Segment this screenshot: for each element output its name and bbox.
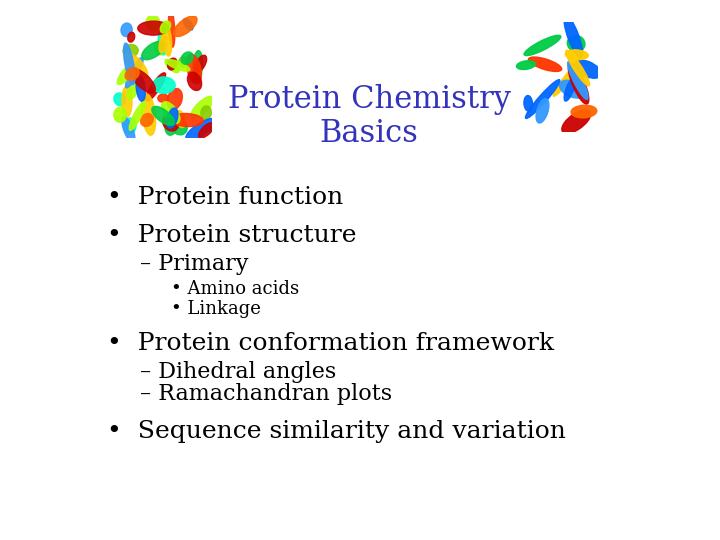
Ellipse shape <box>167 89 182 110</box>
Ellipse shape <box>536 99 549 123</box>
Ellipse shape <box>562 110 590 133</box>
Ellipse shape <box>199 123 215 138</box>
Ellipse shape <box>161 102 180 123</box>
Ellipse shape <box>127 32 135 42</box>
Ellipse shape <box>136 75 145 102</box>
Ellipse shape <box>168 58 177 70</box>
Ellipse shape <box>553 60 582 96</box>
Text: •  Protein conformation framework: • Protein conformation framework <box>107 332 554 355</box>
Ellipse shape <box>159 35 166 52</box>
Ellipse shape <box>158 94 168 102</box>
Ellipse shape <box>565 50 588 60</box>
Ellipse shape <box>526 79 560 118</box>
Ellipse shape <box>174 16 197 37</box>
Ellipse shape <box>163 114 179 131</box>
Ellipse shape <box>571 105 597 118</box>
Ellipse shape <box>168 10 175 47</box>
Ellipse shape <box>524 96 533 111</box>
Ellipse shape <box>117 65 134 84</box>
Ellipse shape <box>131 69 156 93</box>
Ellipse shape <box>127 72 143 99</box>
Ellipse shape <box>114 93 125 106</box>
Ellipse shape <box>124 53 148 78</box>
Ellipse shape <box>125 57 143 88</box>
Ellipse shape <box>123 118 136 134</box>
Text: – Ramachandran plots: – Ramachandran plots <box>140 383 392 405</box>
Ellipse shape <box>201 106 212 119</box>
Ellipse shape <box>193 51 202 80</box>
Ellipse shape <box>146 73 166 101</box>
Ellipse shape <box>564 77 575 101</box>
Ellipse shape <box>122 86 132 117</box>
Ellipse shape <box>153 77 175 93</box>
Ellipse shape <box>138 21 169 35</box>
Ellipse shape <box>524 35 561 56</box>
Ellipse shape <box>191 96 214 118</box>
Ellipse shape <box>129 102 145 130</box>
Ellipse shape <box>171 113 203 126</box>
Ellipse shape <box>123 44 138 57</box>
Ellipse shape <box>171 118 187 135</box>
Ellipse shape <box>114 107 126 122</box>
Ellipse shape <box>566 50 590 86</box>
Ellipse shape <box>567 36 585 52</box>
Text: •  Protein structure: • Protein structure <box>107 224 356 247</box>
Ellipse shape <box>162 22 171 56</box>
Text: – Primary: – Primary <box>140 253 248 275</box>
Ellipse shape <box>165 117 177 135</box>
Ellipse shape <box>161 21 171 33</box>
Ellipse shape <box>165 59 179 73</box>
Ellipse shape <box>528 57 562 71</box>
Ellipse shape <box>568 63 589 104</box>
Ellipse shape <box>179 57 187 68</box>
Ellipse shape <box>186 54 202 84</box>
Text: •  Protein function: • Protein function <box>107 186 343 210</box>
Ellipse shape <box>146 15 160 31</box>
Ellipse shape <box>155 40 167 55</box>
Ellipse shape <box>186 118 216 140</box>
Ellipse shape <box>140 113 153 126</box>
Ellipse shape <box>575 60 601 78</box>
Text: • Linkage: • Linkage <box>171 300 261 318</box>
Text: Protein Chemistry
Basics: Protein Chemistry Basics <box>228 84 510 149</box>
Ellipse shape <box>194 55 207 72</box>
Ellipse shape <box>152 106 174 125</box>
Ellipse shape <box>122 117 135 143</box>
Ellipse shape <box>181 52 193 64</box>
Ellipse shape <box>559 80 585 98</box>
Ellipse shape <box>184 18 193 30</box>
Ellipse shape <box>564 16 582 58</box>
Text: •  Sequence similarity and variation: • Sequence similarity and variation <box>107 420 566 443</box>
Ellipse shape <box>187 72 202 91</box>
Ellipse shape <box>567 62 588 99</box>
Ellipse shape <box>121 23 132 37</box>
Ellipse shape <box>142 94 156 135</box>
Ellipse shape <box>158 32 166 55</box>
Ellipse shape <box>125 68 139 80</box>
Ellipse shape <box>516 60 536 70</box>
Ellipse shape <box>175 111 186 127</box>
Text: • Amino acids: • Amino acids <box>171 280 299 298</box>
Ellipse shape <box>166 108 178 128</box>
Ellipse shape <box>124 43 135 85</box>
Ellipse shape <box>166 60 190 71</box>
Ellipse shape <box>142 41 165 60</box>
Text: – Dihedral angles: – Dihedral angles <box>140 361 336 383</box>
